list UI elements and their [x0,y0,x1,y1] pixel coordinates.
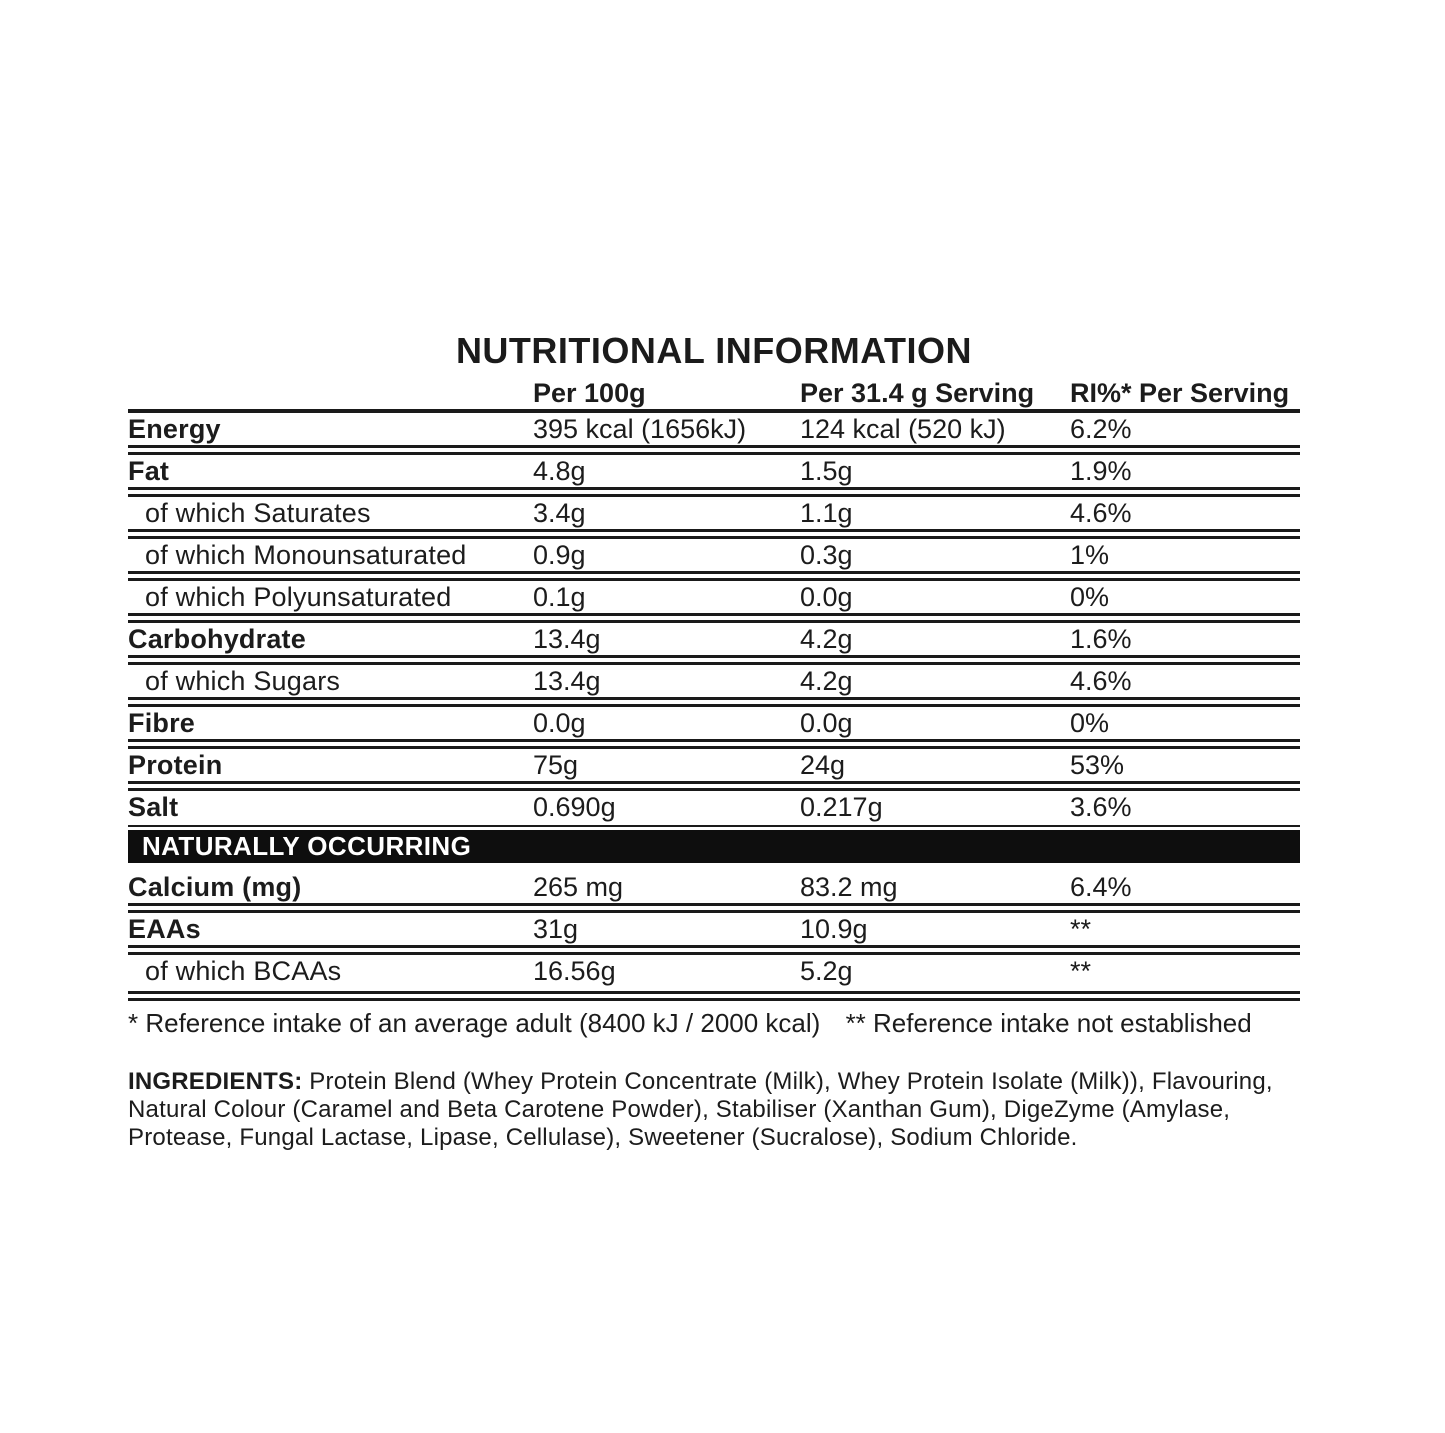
value-per-100g: 75g [533,749,579,780]
value-ri-percent: ** [1070,913,1092,944]
value-per-serving: 24g [800,749,846,780]
value-per-100g: 0.0g [533,707,586,738]
nutrient-label: of which Polyunsaturated [145,581,452,612]
column-header-per-100g: Per 100g [533,378,646,408]
nutrient-label: of which Saturates [145,497,371,528]
naturally-occurring-rows: Calcium (mg) 265 mg 83.2 mg 6.4% EAAs 31… [128,871,1300,987]
value-per-100g: 395 kcal (1656kJ) [533,413,747,444]
table-row: Protein 75g 24g 53% [128,749,1300,781]
table-row: Salt 0.690g 0.217g 3.6% [128,791,1300,823]
footnote-not-established: ** Reference intake not established [845,1008,1252,1038]
table-row: of which Sugars 13.4g 4.2g 4.6% [128,665,1300,697]
header-divider [128,409,1300,413]
nutrient-label: Salt [128,791,179,822]
value-ri-percent: ** [1070,955,1092,986]
ingredients: INGREDIENTS: Protein Blend (Whey Protein… [128,1068,1340,1152]
value-per-serving: 4.2g [800,623,853,654]
section-banner: NATURALLY OCCURRING [128,830,1300,863]
value-per-serving: 4.2g [800,665,853,696]
value-ri-percent: 4.6% [1070,497,1132,528]
row-divider [128,655,1300,665]
nutrient-label: EAAs [128,913,201,944]
value-per-100g: 3.4g [533,497,586,528]
value-per-serving: 0.0g [800,581,853,612]
value-per-serving: 124 kcal (520 kJ) [800,413,1006,444]
value-ri-percent: 1.6% [1070,623,1132,654]
table-row: Fat 4.8g 1.5g 1.9% [128,455,1300,487]
section-banner-label: NATURALLY OCCURRING [142,831,472,861]
row-divider [128,903,1300,913]
ingredients-label: INGREDIENTS: [128,1068,303,1095]
nutrient-label: of which Sugars [145,665,341,696]
value-per-100g: 13.4g [533,623,601,654]
nutrient-label: of which BCAAs [145,955,342,986]
nutrient-label: Fibre [128,707,196,738]
value-ri-percent: 0% [1070,707,1110,738]
value-ri-percent: 53% [1070,749,1125,780]
value-ri-percent: 3.6% [1070,791,1132,822]
ingredients-text: Protein Blend (Whey Protein Concentrate … [128,1068,1273,1151]
table-row: Carbohydrate 13.4g 4.2g 1.6% [128,623,1300,655]
value-ri-percent: 1% [1070,539,1110,570]
value-ri-percent: 6.4% [1070,871,1132,902]
row-divider [128,697,1300,707]
table-row: Fibre 0.0g 0.0g 0% [128,707,1300,739]
value-per-serving: 1.5g [800,455,853,486]
value-per-100g: 0.690g [533,791,616,822]
footnote: * Reference intake of an average adult (… [128,1008,1300,1038]
value-ri-percent: 0% [1070,581,1110,612]
value-per-serving: 0.217g [800,791,883,822]
nutrition-label: NUTRITIONAL INFORMATION Per 100g Per 31.… [128,332,1300,1152]
table-row: Calcium (mg) 265 mg 83.2 mg 6.4% [128,871,1300,903]
column-header-nutrient [128,379,533,407]
row-divider [128,739,1300,749]
row-divider [128,945,1300,955]
value-per-serving: 1.1g [800,497,853,528]
value-ri-percent: 1.9% [1070,455,1132,486]
row-divider [128,529,1300,539]
table-bottom-divider [128,991,1300,1001]
table-row: of which Polyunsaturated 0.1g 0.0g 0% [128,581,1300,613]
nutrient-label: Protein [128,749,223,780]
row-divider [128,613,1300,623]
value-per-100g: 0.9g [533,539,586,570]
nutrient-label: Energy [128,413,221,444]
column-header-ri-percent: RI%* Per Serving [1070,378,1290,408]
nutrient-label: Calcium (mg) [128,871,302,902]
row-divider [128,571,1300,581]
value-per-100g: 4.8g [533,455,586,486]
value-per-serving: 83.2 mg [800,871,898,902]
value-per-100g: 265 mg [533,871,624,902]
table-row: of which Saturates 3.4g 1.1g 4.6% [128,497,1300,529]
row-divider [128,487,1300,497]
table-row: Energy 395 kcal (1656kJ) 124 kcal (520 k… [128,413,1300,445]
value-per-serving: 0.3g [800,539,853,570]
value-per-serving: 0.0g [800,707,853,738]
banner-top-divider [128,825,1300,827]
table-row: of which BCAAs 16.56g 5.2g ** [128,955,1300,987]
value-per-100g: 13.4g [533,665,601,696]
row-divider [128,445,1300,455]
value-per-serving: 10.9g [800,913,868,944]
value-ri-percent: 4.6% [1070,665,1132,696]
value-per-100g: 16.56g [533,955,616,986]
table-row: of which Monounsaturated 0.9g 0.3g 1% [128,539,1300,571]
nutrient-label: of which Monounsaturated [145,539,467,570]
nutrient-label: Fat [128,455,170,486]
column-header-per-serving: Per 31.4 g Serving [800,378,1035,408]
value-per-serving: 5.2g [800,955,853,986]
nutrient-label: Carbohydrate [128,623,306,654]
row-divider [128,781,1300,791]
value-per-100g: 31g [533,913,579,944]
table-row: EAAs 31g 10.9g ** [128,913,1300,945]
page-title: NUTRITIONAL INFORMATION [455,330,973,371]
footnote-reference-intake: * Reference intake of an average adult (… [128,1008,821,1038]
table-header-row: Per 100g Per 31.4 g Serving RI%* Per Ser… [128,379,1300,407]
nutrition-rows: Energy 395 kcal (1656kJ) 124 kcal (520 k… [128,413,1300,823]
value-per-100g: 0.1g [533,581,586,612]
value-ri-percent: 6.2% [1070,413,1132,444]
